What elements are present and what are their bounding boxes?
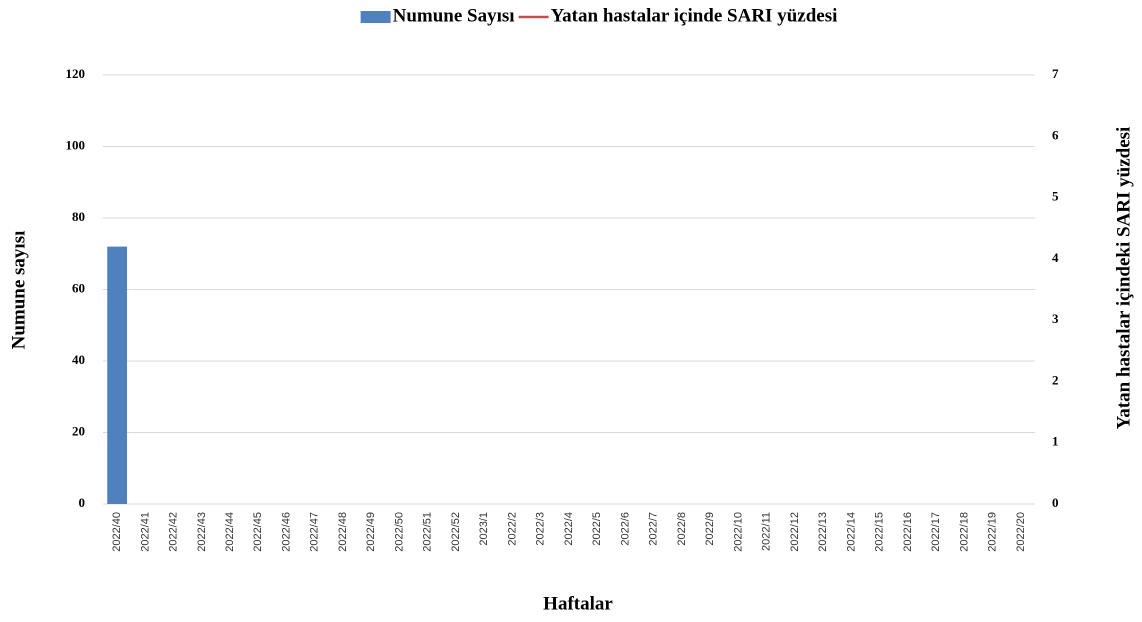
x-axis-title: Haftalar [543,593,613,614]
y2-tick-label: 0 [1052,495,1059,510]
x-tick-label: 2022/48 [337,512,349,552]
legend-symbol [360,11,391,23]
x-tick-label: 2022/7 [648,512,660,546]
x-tick-label: 2022/2 [506,512,518,546]
x-tick-label: 2022/45 [252,512,264,552]
y-axis-title: Numune sayısı [8,231,29,350]
legend-label: Numune Sayısı [393,5,515,26]
y-tick-label: 60 [72,280,85,295]
x-tick-label: 2022/44 [224,512,236,552]
x-tick-label: 2022/4 [563,512,575,546]
y-tick-label: 100 [66,137,86,152]
x-tick-label: 2022/51 [422,512,434,552]
y-tick-label: 120 [66,66,86,81]
x-tick-label: 2022/49 [365,512,377,552]
x-tick-label: 2022/5 [591,512,603,546]
x-tick-label: 2022/41 [139,512,151,552]
x-tick-label: 2022/10 [732,512,744,552]
x-tick-label: 2022/20 [1015,512,1027,552]
x-tick-label: 2022/8 [676,512,688,546]
x-tick-label: 2022/14 [845,512,857,552]
x-tick-label: 2022/16 [902,512,914,552]
x-tick-label: 2022/42 [168,512,180,552]
y2-tick-label: 5 [1052,189,1059,204]
x-tick-label: 2022/52 [450,512,462,552]
x-tick-label: 2022/19 [987,512,999,552]
x-tick-label: 2022/9 [704,512,716,546]
x-tick-label: 2022/17 [930,512,942,552]
y2-tick-label: 3 [1052,311,1059,326]
x-tick-label: 2022/47 [309,512,321,552]
x-tick-label: 2022/50 [393,512,405,552]
x-tick-label: 2022/12 [789,512,801,552]
x-tick-label: 2022/18 [958,512,970,552]
y-tick-label: 80 [72,209,85,224]
y2-tick-label: 6 [1052,127,1059,142]
x-tick-label: 2022/46 [280,512,292,552]
x-tick-label: 2022/43 [196,512,208,552]
y2-tick-label: 7 [1052,66,1059,81]
x-tick-label: 2022/6 [619,512,631,546]
y2-tick-label: 2 [1052,372,1059,387]
y-tick-label: 0 [79,495,86,510]
bar [107,246,128,504]
x-tick-label: 2023/1 [478,512,490,546]
legend-label: Yatan hastalar içinde SARI yüzdesi [551,5,838,26]
x-tick-label: 2022/40 [111,512,123,552]
x-tick-label: 2022/13 [817,512,829,552]
y2-tick-label: 4 [1052,250,1059,265]
y-tick-label: 20 [72,423,85,438]
y-tick-label: 40 [72,352,85,367]
x-tick-label: 2022/11 [761,512,773,551]
x-tick-label: 2022/15 [874,512,886,552]
y2-axis-title: Yatan hastalar içindeki SARI yüzdesi [1113,127,1134,430]
x-tick-label: 2022/3 [535,512,547,546]
y2-tick-label: 1 [1052,434,1059,449]
